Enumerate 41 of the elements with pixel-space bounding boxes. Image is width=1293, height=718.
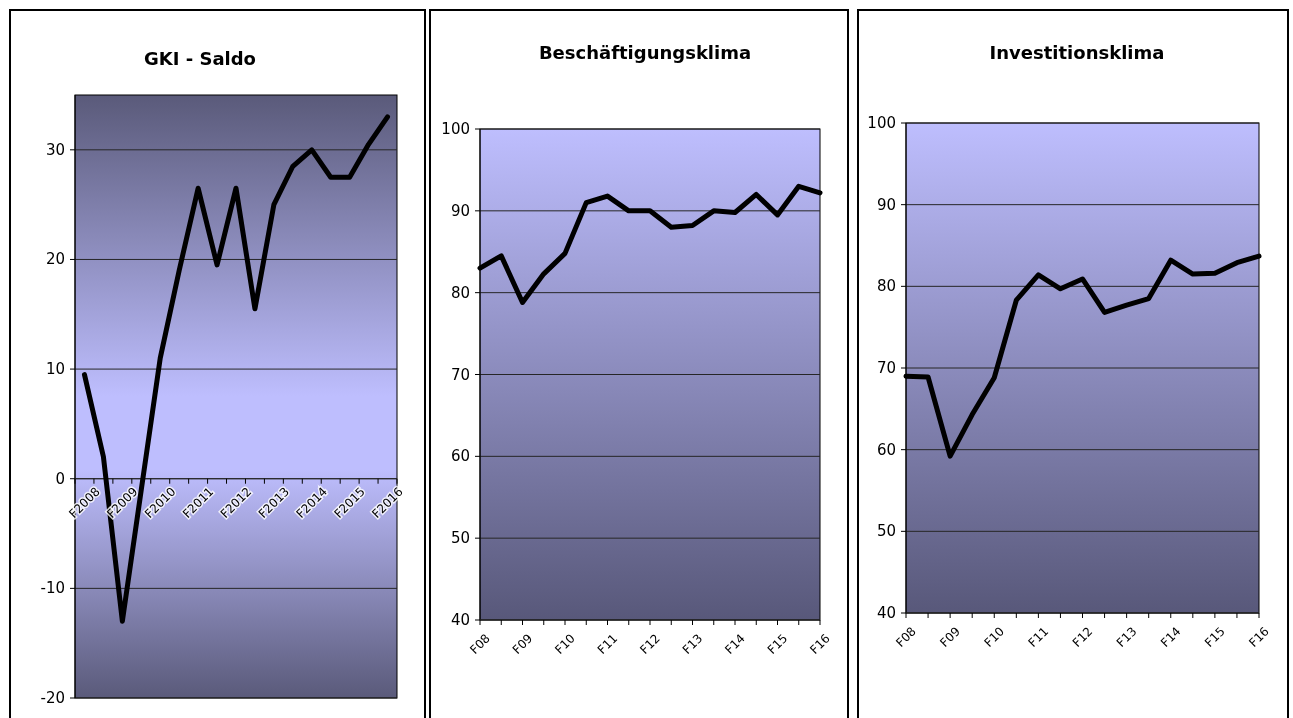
x-tick-label: F10 [981,624,1008,650]
x-tick-label: F13 [1113,624,1140,650]
chart-title: Investitionsklima [989,41,1165,63]
y-tick-label: 80 [450,283,470,302]
x-tick-label: F12 [637,631,663,657]
chart-title: GKI - Saldo [144,47,256,69]
y-tick-label: 80 [876,277,896,296]
x-tick-label: F16 [1246,624,1272,650]
y-tick-label: 70 [876,359,896,377]
x-tick-label: F08 [467,631,493,657]
y-tick-label: -10 [40,579,65,598]
y-tick-label: 60 [450,447,470,466]
x-tick-label: F09 [509,631,536,657]
y-tick-label: 50 [876,522,896,541]
chart-title: Beschäftigungsklima [538,41,752,63]
x-tick-label: F16 [807,631,833,657]
y-tick-label: 90 [450,201,470,220]
x-tick-label: F08 [893,624,919,650]
x-tick-label: F11 [1025,624,1052,650]
y-tick-label: 50 [450,529,470,548]
y-tick-label: 30 [45,140,65,159]
x-tick-label: F09 [937,624,963,650]
x-tick-label: F12 [1069,624,1096,650]
y-tick-label: 40 [450,611,470,629]
y-tick-label: 100 [441,120,470,138]
y-tick-label: 20 [45,250,65,269]
x-tick-label: F14 [1157,624,1184,650]
y-tick-label: 40 [876,604,896,622]
y-tick-label: 100 [867,114,896,132]
y-tick-label: -20 [40,689,65,707]
x-tick-label: F13 [679,631,706,657]
y-tick-label: 70 [450,365,470,384]
y-tick-label: 0 [55,469,65,488]
x-tick-label: F15 [764,631,791,657]
y-tick-label: 90 [876,195,896,214]
x-tick-label: F11 [594,631,621,657]
y-tick-label: 60 [876,440,896,459]
x-tick-label: F14 [722,631,748,657]
x-tick-label: F10 [552,631,578,657]
y-tick-label: 10 [45,360,65,379]
x-tick-label: F15 [1202,624,1228,650]
